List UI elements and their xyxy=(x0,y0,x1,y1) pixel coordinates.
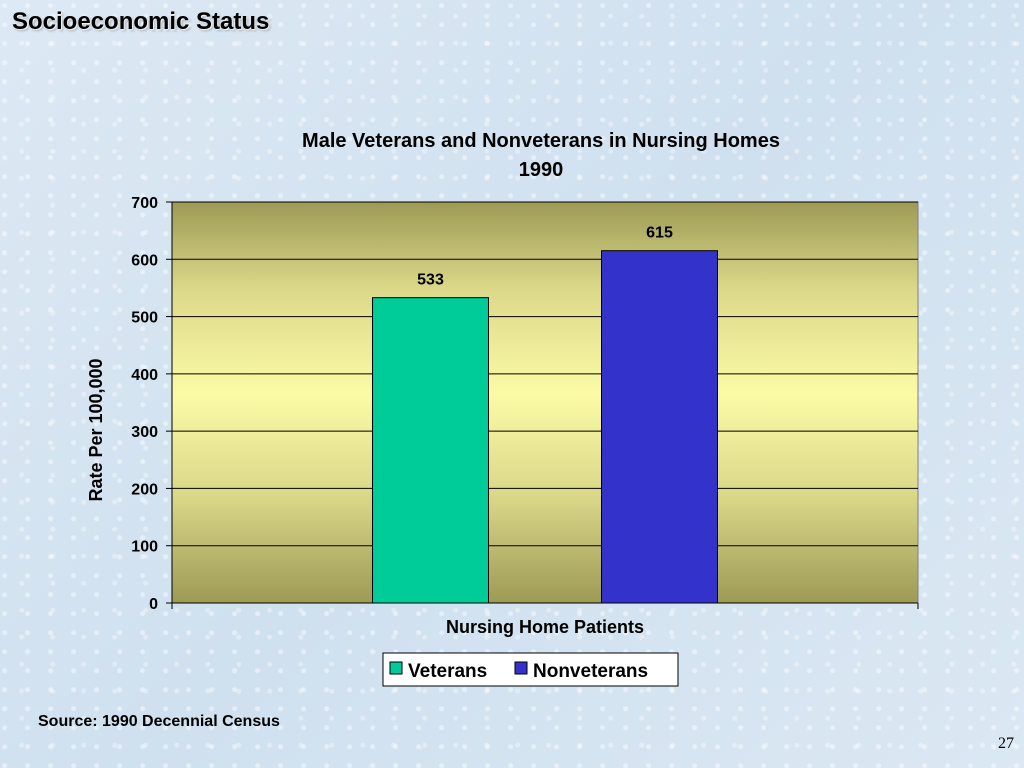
data-label-nonveterans: 615 xyxy=(646,225,673,242)
y-tick-label: 0 xyxy=(149,596,158,613)
slide-title: Socioeconomic Status xyxy=(12,8,270,35)
y-tick-label: 200 xyxy=(131,481,158,498)
y-axis-label: Rate Per 100,000 xyxy=(86,358,106,501)
legend-label-nonveterans: Nonveterans xyxy=(533,661,648,682)
page-number: 27 xyxy=(998,735,1014,752)
y-tick-label: 100 xyxy=(131,539,158,556)
y-tick-label: 600 xyxy=(131,252,158,269)
bar-veterans xyxy=(372,297,489,604)
legend-box xyxy=(382,652,679,687)
legend: Veterans Nonveterans xyxy=(382,652,679,687)
y-tick-label: 400 xyxy=(131,367,158,384)
y-tick-label: 700 xyxy=(131,195,158,212)
y-tick-label: 300 xyxy=(131,424,158,441)
x-axis-label: Nursing Home Patients xyxy=(446,617,644,637)
plot-area xyxy=(171,201,919,604)
chart-title: Male Veterans and Nonveterans in Nursing… xyxy=(302,130,780,152)
data-label-veterans: 533 xyxy=(417,272,444,289)
chart-subtitle: 1990 xyxy=(519,159,564,181)
bar-nonveterans xyxy=(601,250,718,604)
legend-label-veterans: Veterans xyxy=(408,661,487,682)
source-note: Source: 1990 Decennial Census xyxy=(38,713,280,730)
y-tick-label: 500 xyxy=(131,310,158,327)
legend-swatch-veterans xyxy=(389,661,403,675)
legend-swatch-nonveterans xyxy=(514,661,528,675)
